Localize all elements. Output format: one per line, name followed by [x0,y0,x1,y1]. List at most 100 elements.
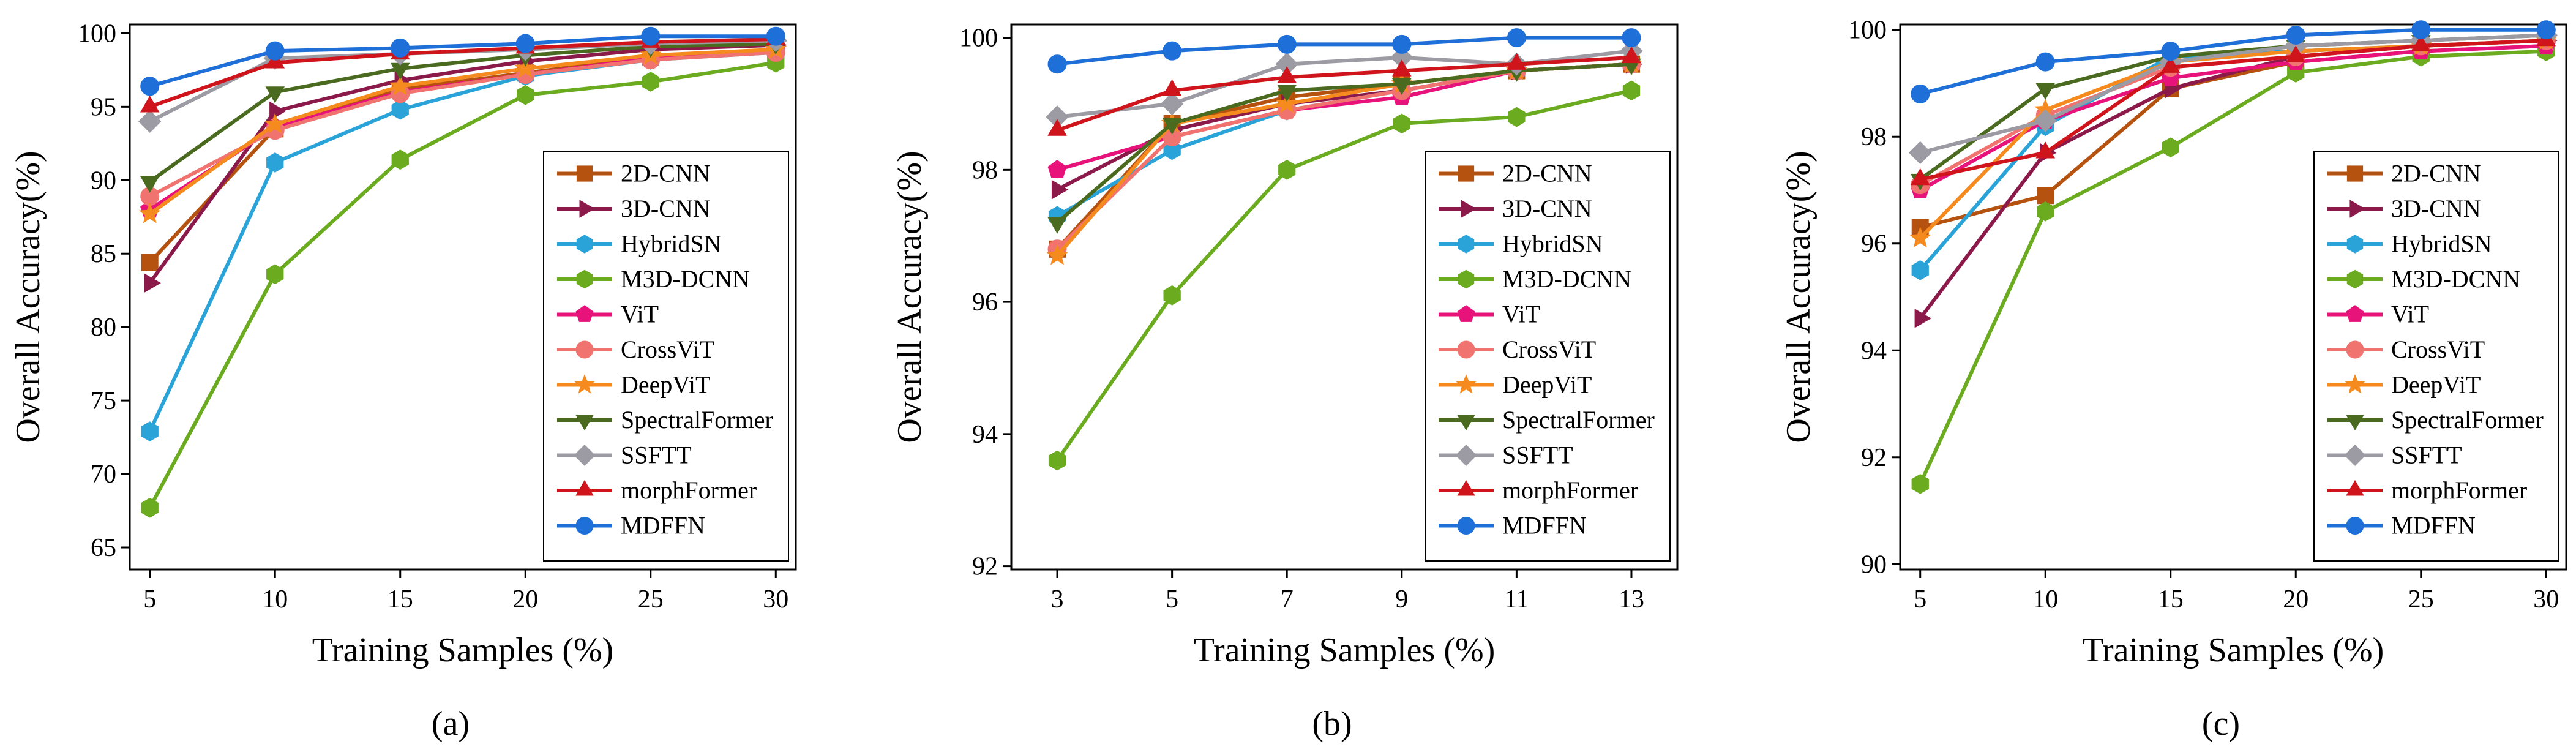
x-tick-label: 10 [2032,585,2058,614]
data-point [1393,113,1410,134]
data-point [266,264,284,285]
data-point [2035,83,2056,100]
legend-label: 2D-CNN [2391,160,2481,187]
data-point [1276,92,1298,113]
data-point [2160,56,2181,73]
legend-marker [579,200,596,218]
y-tick-label: 94 [1861,337,1887,365]
data-point [1622,80,1641,101]
legend: 2D-CNN 3D-CNN HybridSN M3D-DCNN ViT CrossViT D… [1425,151,1671,562]
data-point [265,86,285,103]
panel-caption: (b) [1312,705,1352,743]
legend-marker [575,517,594,535]
legend-marker [2345,374,2365,394]
data-point [641,26,661,46]
series-ssftt [1046,39,1643,129]
legend-label: M3D-DCNN [2391,265,2520,293]
x-tick-label: 13 [1619,585,1644,614]
legend-label: SSFTT [1502,441,1573,469]
y-tick-label: 70 [91,460,116,489]
legend-marker [1457,340,1475,359]
data-point [2035,141,2056,159]
legend-label: MDFFN [621,512,705,539]
y-tick-label: 96 [1861,230,1887,258]
legend-marker [1455,444,1477,467]
x-axis-label: Training Samples (%) [1194,631,1496,669]
legend-marker [1461,200,1477,218]
legend: 2D-CNN 3D-CNN HybridSN M3D-DCNN ViT CrossViT D… [543,151,789,562]
data-point [1277,66,1297,83]
legend-marker [575,415,594,431]
data-point [1914,309,1932,328]
data-point [2286,45,2306,62]
chart-panel-a: 65 70 75 80 85 90 95 100 5 10 15 20 25 30 Training Sam… [9,20,797,743]
data-point [265,41,285,61]
legend-marker [2346,165,2364,182]
legend-label: morphFormer [621,476,757,504]
data-point [391,99,409,120]
data-point [1051,179,1069,200]
data-point [1910,168,1930,186]
x-tick-label: 25 [2408,585,2434,614]
data-point [141,421,159,441]
legend-label: morphFormer [2391,476,2527,504]
series-morphformer [1910,29,2556,186]
legend-marker [1457,479,1475,496]
data-point [1622,28,1641,48]
data-point [2035,52,2055,72]
data-point [2037,201,2054,222]
data-point [1047,119,1067,136]
data-point [1162,118,1182,135]
data-point [140,77,160,96]
series-line [148,61,776,509]
data-point [1278,160,1296,180]
data-point [1622,46,1641,64]
data-point [642,72,659,92]
data-point [1046,105,1069,129]
data-point [1163,285,1181,306]
chart-panel-b: 92 94 96 98 100 3 5 7 9 11 13 Training Samples (%) O… [891,23,1679,743]
legend-label: HybridSN [621,230,721,258]
y-tick-label: 95 [91,93,116,121]
legend-label: MDFFN [2391,512,2476,539]
data-point [1392,34,1412,54]
data-point [1160,92,1184,116]
data-point [1162,79,1182,96]
series-line [1055,88,1632,462]
legend-label: SpectralFormer [2391,406,2544,434]
data-point [1507,53,1527,70]
series-mdffn [1047,28,1641,74]
data-point [141,254,159,271]
data-point [2162,137,2179,157]
x-tick-label: 3 [1051,585,1064,614]
data-point [140,176,160,193]
y-tick-label: 94 [972,421,998,449]
data-point [138,110,162,133]
x-tick-label: 5 [143,585,156,614]
legend-marker [1456,374,1477,394]
y-tick-label: 75 [91,387,116,415]
legend-label: DeepViT [1502,371,1592,399]
data-point [1508,107,1526,127]
legend-marker [2349,200,2366,218]
series-m3d-dcnn [1048,80,1641,471]
data-point [391,38,410,58]
legend-label: HybridSN [2391,230,2492,258]
chart-panel-c: 90 92 94 96 98 100 5 10 15 20 25 30 Training Samples… [1780,17,2567,743]
legend-label: M3D-DCNN [621,265,750,293]
legend-marker [575,305,594,322]
series-line [1919,33,2547,155]
plot-frame [1899,23,2567,571]
data-point [1911,260,1929,280]
data-point [391,149,409,170]
data-point [2536,20,2556,40]
data-point [1048,450,1066,471]
legend-label: 2D-CNN [621,160,711,187]
data-point [1908,141,1932,165]
x-tick-label: 15 [388,585,413,614]
legend-label: CrossViT [621,336,714,363]
legend-label: 2D-CNN [1502,160,1592,187]
x-tick-label: 25 [638,585,664,614]
legend-marker [2346,340,2364,359]
